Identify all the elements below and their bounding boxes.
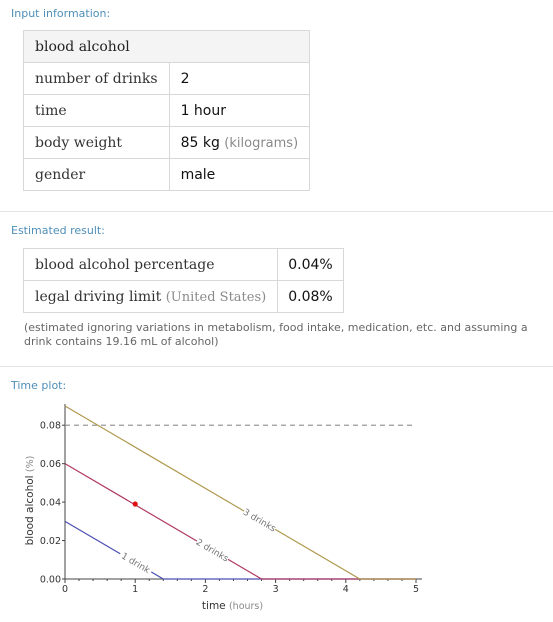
y-tick-label: 0.08 — [40, 421, 61, 432]
input-value-time: 1 hour — [168, 94, 311, 127]
input-value-gender: male — [168, 158, 311, 191]
input-information-title: Input information: — [11, 7, 111, 20]
series-label-bg — [241, 505, 279, 534]
body-weight-value: 85 kg — [180, 134, 220, 151]
x-tick-label: 2 — [202, 584, 208, 595]
y-tick-label: 0.02 — [40, 536, 61, 547]
time-plot-title: Time plot: — [11, 379, 67, 392]
x-tick-label: 1 — [132, 584, 138, 595]
result-value-legal-limit: 0.08% — [277, 280, 344, 313]
series-line-1 — [64, 520, 416, 580]
body-weight-unit: (kilograms) — [224, 135, 299, 151]
input-label-body-weight: body weight — [23, 126, 170, 159]
x-axis-label: time (hours) — [202, 600, 263, 612]
input-table: blood alcohol number of drinks 2 time 1 … — [22, 30, 311, 191]
input-label-gender: gender — [23, 158, 170, 191]
input-label-time: time — [23, 94, 170, 127]
time-value: 1 hour — [180, 102, 227, 119]
result-value-bac: 0.04% — [277, 248, 344, 281]
series-label-bg — [194, 535, 231, 564]
time-plot-chart: 0.00 0.02 0.04 0.06 0.08 0 1 2 3 4 5 time (hours) bl… — [24, 404, 422, 612]
x-tick-label: 4 — [343, 584, 349, 595]
series-label-bg — [117, 548, 155, 577]
y-tick-label: 0.00 — [40, 575, 61, 586]
estimated-result-title: Estimated result: — [11, 224, 105, 237]
result-label-bac: blood alcohol percentage — [22, 248, 279, 281]
result-label-legal-limit: legal driving limit (United States) — [22, 280, 279, 313]
input-table-header: blood alcohol — [22, 30, 311, 63]
number-of-drinks-value: 2 — [180, 70, 190, 87]
series-line-3 — [64, 405, 416, 580]
section-divider — [0, 366, 553, 367]
current-value-marker — [132, 501, 138, 507]
estimation-note: (estimated ignoring variations in metabo… — [24, 321, 528, 348]
series-line-2 — [64, 463, 416, 580]
gender-value: male — [180, 166, 216, 183]
input-value-number-of-drinks: 2 — [168, 62, 311, 95]
series-label-1: 1 drink — [119, 551, 152, 576]
input-value-body-weight: 85 kg (kilograms) — [168, 126, 311, 159]
x-tick-label: 0 — [62, 584, 68, 595]
section-divider — [0, 211, 553, 212]
legal-limit-qualifier: (United States) — [165, 289, 267, 305]
y-tick-label: 0.06 — [40, 459, 61, 470]
input-label-number-of-drinks: number of drinks — [23, 62, 170, 95]
result-table: blood alcohol percentage 0.04% legal dri… — [22, 248, 344, 313]
y-tick-label: 0.04 — [40, 498, 61, 509]
legal-limit-label: legal driving limit — [35, 288, 162, 305]
x-tick-label: 5 — [413, 584, 419, 595]
x-tick-label: 3 — [273, 584, 279, 595]
y-axis-label: blood alcohol (%) — [24, 456, 36, 546]
